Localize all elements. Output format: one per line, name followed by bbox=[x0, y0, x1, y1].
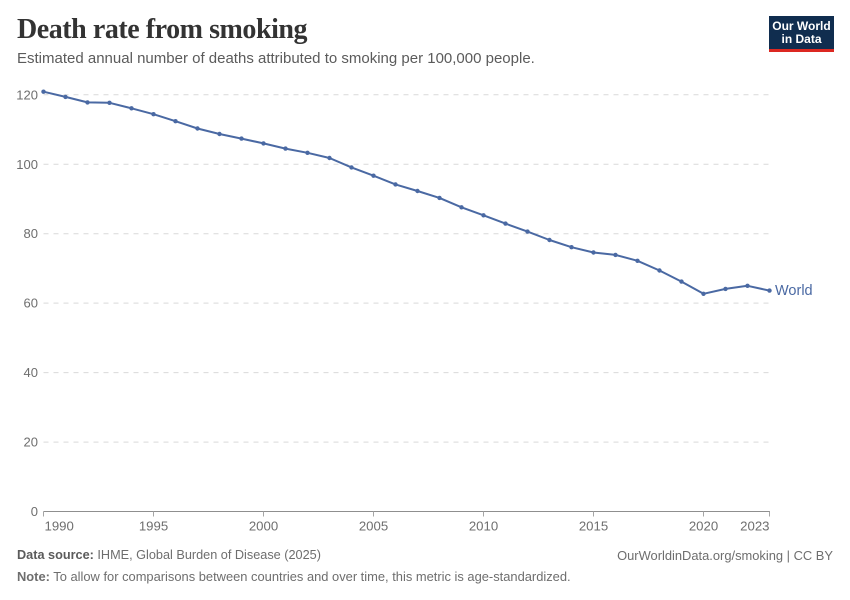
svg-text:2010: 2010 bbox=[469, 519, 498, 534]
svg-text:60: 60 bbox=[24, 296, 38, 311]
svg-text:2000: 2000 bbox=[249, 519, 278, 534]
svg-text:0: 0 bbox=[31, 504, 38, 519]
svg-text:40: 40 bbox=[24, 365, 38, 380]
svg-text:80: 80 bbox=[24, 226, 38, 241]
svg-text:World: World bbox=[775, 283, 813, 299]
svg-text:2020: 2020 bbox=[689, 519, 718, 534]
svg-text:2015: 2015 bbox=[579, 519, 608, 534]
svg-text:120: 120 bbox=[16, 87, 38, 102]
svg-text:20: 20 bbox=[24, 435, 38, 450]
svg-text:1995: 1995 bbox=[139, 519, 168, 534]
svg-text:2005: 2005 bbox=[359, 519, 388, 534]
svg-text:2023: 2023 bbox=[740, 519, 769, 534]
svg-text:100: 100 bbox=[16, 157, 38, 172]
svg-text:1990: 1990 bbox=[45, 519, 74, 534]
